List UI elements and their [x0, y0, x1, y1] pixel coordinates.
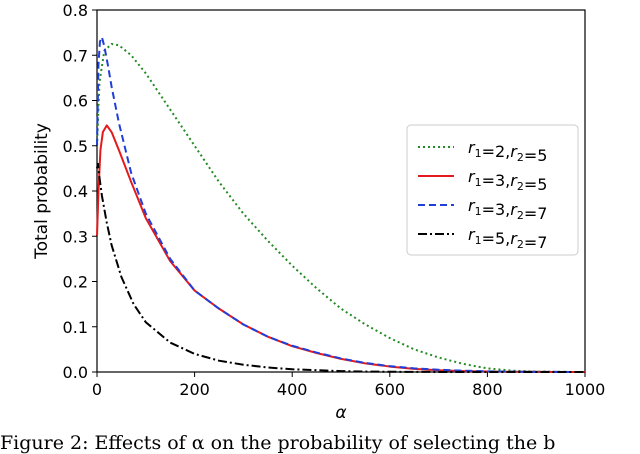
x-tick-label: 400: [277, 380, 308, 399]
y-tick-label: 0.0: [63, 363, 88, 382]
plot-area: 0 200 400 600 800 1000 0.00.10.20.30.40.50.60…: [63, 1, 606, 399]
legend: r1=2,r2=5r1=3,r2=5r1=3,r2=7r1=5,r2=7: [406, 124, 579, 256]
y-tick-label: 0.3: [63, 227, 88, 246]
series-line-3: [96, 162, 585, 373]
x-tick-label: 0: [92, 380, 102, 399]
legend-label-1: r1=3,r2=5: [468, 167, 547, 194]
y-tick-label: 0.8: [63, 1, 88, 20]
x-tick-label: 1000: [565, 380, 606, 399]
series-line-2: [96, 36, 586, 373]
figure-caption: Figure 2: Effects of α on the probabilit…: [0, 432, 556, 454]
series-layer: [96, 36, 586, 373]
legend-label-0: r1=2,r2=5: [468, 138, 547, 165]
line-chart: 0 200 400 600 800 1000 0.00.10.20.30.40.50.60…: [32, 1, 606, 423]
y-axis-label: Total probability: [32, 123, 52, 260]
y-tick-label: 0.2: [63, 273, 88, 292]
y-tick-label: 0.6: [63, 92, 88, 111]
y-tick-label: 0.1: [63, 318, 88, 337]
y-axis: 0.0 0.1 0.2 0.3 0.4 0.5 0.6 0.7 0.8: [63, 1, 97, 382]
x-tick-label: 800: [472, 380, 503, 399]
y-tick-label: 0.4: [63, 182, 88, 201]
x-axis-label: α: [335, 403, 346, 423]
y-tick-label: 0.7: [63, 46, 88, 65]
legend-label-2: r1=3,r2=7: [468, 196, 547, 223]
y-tick-label: 0.5: [63, 137, 88, 156]
x-axis: 0 200 400 600 800 1000: [92, 372, 605, 399]
x-tick-label: 200: [179, 380, 210, 399]
x-tick-label: 600: [375, 380, 406, 399]
legend-box: [406, 124, 579, 256]
legend-label-3: r1=5,r2=7: [468, 225, 547, 252]
